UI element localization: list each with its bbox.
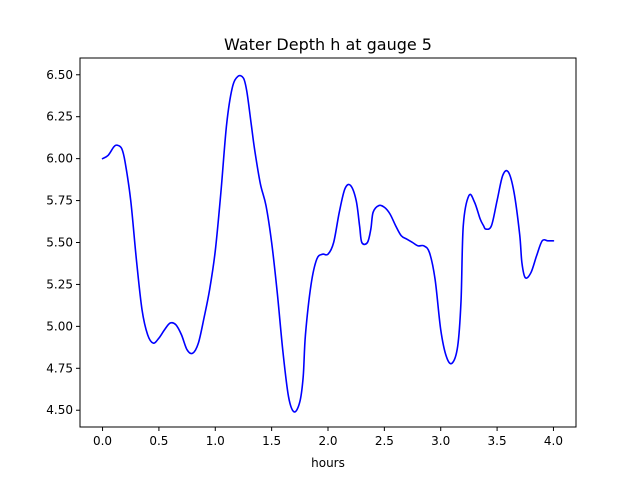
x-tick-label: 3.0 [431, 434, 450, 448]
x-tick-label: 1.5 [262, 434, 281, 448]
y-tick-label: 6.50 [46, 68, 73, 82]
x-tick-label: 2.5 [375, 434, 394, 448]
y-tick-label: 4.50 [46, 403, 73, 417]
x-tick-label: 4.0 [544, 434, 563, 448]
x-tick-label: 0.0 [93, 434, 112, 448]
series-layer [101, 74, 555, 413]
chart-title: Water Depth h at gauge 5 [224, 35, 432, 54]
y-tick-label: 5.50 [46, 236, 73, 250]
x-axis-label: hours [311, 456, 345, 470]
y-tick-label: 6.25 [46, 110, 73, 124]
x-tick-label: 0.5 [149, 434, 168, 448]
y-tick-label: 5.25 [46, 277, 73, 291]
y-tick-label: 5.00 [46, 319, 73, 333]
y-tick-label: 4.75 [46, 361, 73, 375]
ticks-layer: 0.0 0.5 1.0 1.5 2.0 2.5 3.0 3.5 4.0 4.50 4.75 5.00 5… [46, 68, 563, 448]
y-tick-label: 6.00 [46, 152, 73, 166]
y-tick-label: 5.75 [46, 194, 73, 208]
x-tick-label: 2.0 [318, 434, 337, 448]
series-line [101, 74, 555, 413]
x-tick-label: 1.0 [206, 434, 225, 448]
x-tick-label: 3.5 [488, 434, 507, 448]
plot-frame [79, 57, 577, 428]
